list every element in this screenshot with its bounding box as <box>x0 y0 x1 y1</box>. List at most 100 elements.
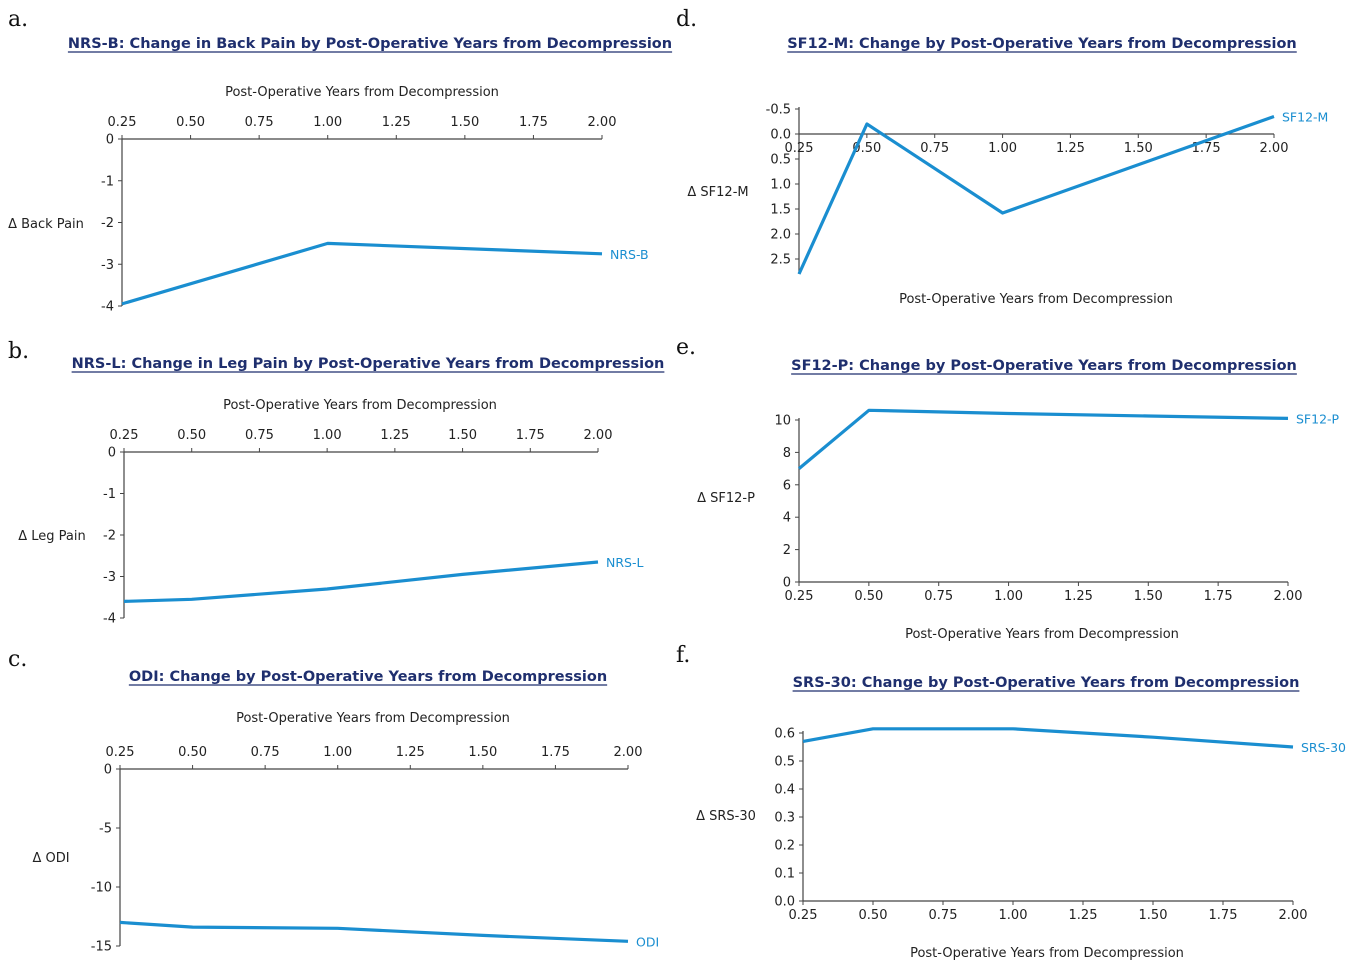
x-tick-label: 0.25 <box>785 141 814 156</box>
panel-letter: c. <box>8 647 27 672</box>
y-tick-label: 6 <box>783 478 791 493</box>
x-tick-label: 1.75 <box>516 428 545 443</box>
panel-letter: a. <box>8 7 28 32</box>
x-tick-label: 0.25 <box>789 908 818 923</box>
y-tick-label: 4 <box>783 511 791 526</box>
series-label: SRS-30 <box>1301 740 1346 755</box>
y-tick-label: 0.0 <box>774 895 795 910</box>
series-line-nrs-b <box>121 241 603 306</box>
x-tick-label: 1.50 <box>448 428 477 443</box>
series-label: NRS-L <box>606 555 643 570</box>
series-label: NRS-B <box>610 247 649 262</box>
y-tick-label: 0 <box>783 576 791 591</box>
series-label: SF12-M <box>1282 110 1328 125</box>
y-tick-label: 0.1 <box>774 867 795 882</box>
x-tick-label: 1.75 <box>541 745 570 760</box>
x-axis-title: Post-Operative Years from Decompression <box>236 711 510 726</box>
x-tick-label: 2.00 <box>1274 589 1303 604</box>
chart-panel-6: f. SRS-30: Change by Post-Operative Years… <box>676 643 1346 961</box>
x-tick-label: 1.25 <box>1069 908 1098 923</box>
panel-title: SF12-P: Change by Post-Operative Years f… <box>791 358 1297 374</box>
x-tick-label: 0.50 <box>852 141 881 156</box>
chart-panel-2: b. NRS-L: Change in Leg Pain by Post-Oper… <box>8 339 665 627</box>
x-tick-label: 1.75 <box>519 115 548 130</box>
y-tick-label: 0.5 <box>770 153 791 168</box>
y-tick-label: -2 <box>101 216 114 231</box>
x-axis-title: Post-Operative Years from Decompression <box>225 85 499 100</box>
x-tick-label: 2.00 <box>588 115 617 130</box>
y-tick-label: -4 <box>103 612 116 627</box>
series-line-sf12-m <box>797 114 1275 275</box>
y-tick-label: 8 <box>783 446 791 461</box>
y-tick-label: 2 <box>783 543 791 558</box>
x-tick-label: 2.00 <box>1279 908 1308 923</box>
chart-panel-1: a. NRS-B: Change in Back Pain by Post-Ope… <box>8 7 673 315</box>
x-axis-title: Post-Operative Years from Decompression <box>910 946 1184 961</box>
panel-title: SRS-30: Change by Post-Operative Years f… <box>793 675 1300 691</box>
panel-title: SF12-M: Change by Post-Operative Years f… <box>787 36 1297 52</box>
panel-letter: b. <box>8 339 29 364</box>
panel-letter: e. <box>676 335 696 360</box>
y-tick-label: 0 <box>108 446 116 461</box>
y-tick-label: 0.2 <box>774 839 795 854</box>
y-tick-label: 2.5 <box>770 253 791 268</box>
x-axis-title: Post-Operative Years from Decompression <box>905 627 1179 642</box>
y-tick-label: -1 <box>103 487 116 502</box>
y-tick-label: 0.3 <box>774 811 795 826</box>
panel-letter: f. <box>676 643 690 668</box>
y-tick-label: -15 <box>91 940 112 955</box>
series-line-odi <box>119 920 629 943</box>
y-tick-label: 0.0 <box>770 128 791 143</box>
x-tick-label: 0.75 <box>251 745 280 760</box>
x-tick-label: 0.50 <box>859 908 888 923</box>
x-tick-label: 0.50 <box>176 115 205 130</box>
x-tick-label: 1.25 <box>396 745 425 760</box>
x-tick-label: 0.75 <box>245 115 274 130</box>
x-tick-label: 1.00 <box>994 589 1023 604</box>
y-tick-label: -3 <box>103 570 116 585</box>
y-axis-title: Δ SF12-P <box>697 491 755 506</box>
x-tick-label: 1.00 <box>313 115 342 130</box>
x-tick-label: 1.50 <box>1124 141 1153 156</box>
y-tick-label: -4 <box>101 300 114 315</box>
y-tick-label: 10 <box>774 414 791 429</box>
x-tick-label: 0.75 <box>924 589 953 604</box>
y-tick-label: 0 <box>106 133 114 148</box>
x-tick-label: 2.00 <box>614 745 643 760</box>
x-tick-label: 0.75 <box>920 141 949 156</box>
x-tick-label: 2.00 <box>584 428 613 443</box>
y-tick-label: -3 <box>101 258 114 273</box>
panel-title: ODI: Change by Post-Operative Years from… <box>129 669 607 685</box>
series-line-srs-30 <box>802 727 1294 749</box>
x-tick-label: 1.50 <box>1134 589 1163 604</box>
y-tick-label: -5 <box>99 822 112 837</box>
chart-panel-3: c. ODI: Change by Post-Operative Years fr… <box>8 647 659 955</box>
x-axis-title: Post-Operative Years from Decompression <box>899 292 1173 307</box>
y-tick-label: -0.5 <box>766 103 791 118</box>
x-tick-label: 1.25 <box>380 428 409 443</box>
y-tick-label: 0.4 <box>774 783 795 798</box>
series-label: ODI <box>636 934 659 949</box>
x-tick-label: 1.75 <box>1209 908 1238 923</box>
panel-title: NRS-B: Change in Back Pain by Post-Opera… <box>68 36 672 52</box>
x-tick-label: 1.50 <box>468 745 497 760</box>
chart-panel-5: e. SF12-P: Change by Post-Operative Years… <box>676 335 1340 642</box>
x-tick-label: 1.50 <box>1139 908 1168 923</box>
x-axis-title: Post-Operative Years from Decompression <box>223 398 497 413</box>
y-axis-title: Δ Leg Pain <box>18 529 86 544</box>
y-tick-label: 1.0 <box>770 178 791 193</box>
y-tick-label: -1 <box>101 174 114 189</box>
y-tick-label: 0.6 <box>774 727 795 742</box>
y-tick-label: -2 <box>103 529 116 544</box>
x-tick-label: 1.25 <box>1064 589 1093 604</box>
y-tick-label: 0 <box>104 763 112 778</box>
x-tick-label: 0.25 <box>108 115 137 130</box>
x-tick-label: 1.25 <box>1056 141 1085 156</box>
x-tick-label: 0.25 <box>785 589 814 604</box>
panel-letter: d. <box>676 7 697 32</box>
y-tick-label: 0.5 <box>774 755 795 770</box>
y-tick-label: -10 <box>91 881 112 896</box>
x-tick-label: 0.75 <box>245 428 274 443</box>
x-tick-label: 0.75 <box>929 908 958 923</box>
